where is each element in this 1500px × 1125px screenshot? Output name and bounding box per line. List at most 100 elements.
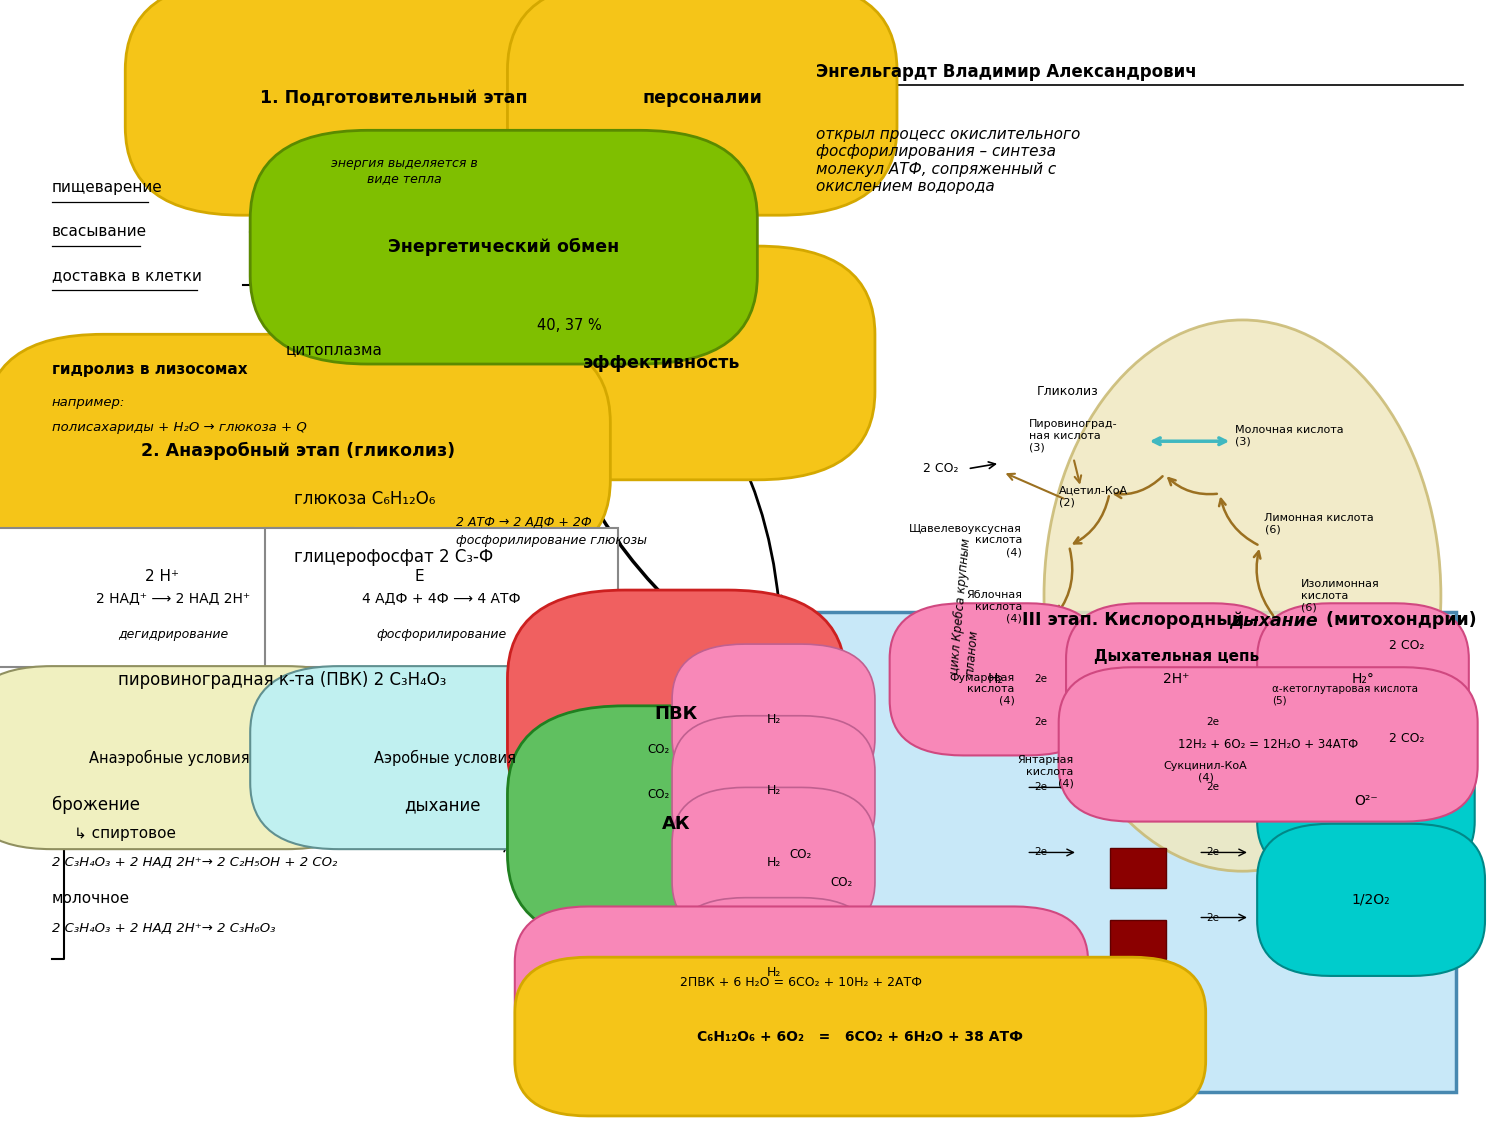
Text: (митохондрии): (митохондрии) xyxy=(1320,611,1478,629)
Text: 2e: 2e xyxy=(1206,912,1219,922)
Text: Изолимонная
кислота
(6): Изолимонная кислота (6) xyxy=(1300,579,1380,612)
FancyBboxPatch shape xyxy=(672,645,874,794)
Text: фосфорилирование глюкозы: фосфорилирование глюкозы xyxy=(456,534,646,547)
Text: дегидрирование: дегидрирование xyxy=(118,628,230,640)
Text: H₂: H₂ xyxy=(766,712,780,726)
Text: Щавелевоуксусная
кислота
(4): Щавелевоуксусная кислота (4) xyxy=(909,524,1022,557)
Ellipse shape xyxy=(1044,319,1442,871)
Text: H₂: H₂ xyxy=(766,856,780,868)
Text: Янтарная
кислота
(4): Янтарная кислота (4) xyxy=(1017,755,1074,789)
FancyBboxPatch shape xyxy=(251,666,640,849)
Text: 2e: 2e xyxy=(1035,782,1047,792)
FancyBboxPatch shape xyxy=(1110,848,1166,888)
Text: АК: АК xyxy=(662,816,690,834)
Text: молочное: молочное xyxy=(51,891,130,907)
FancyBboxPatch shape xyxy=(672,898,874,1047)
Text: дыхание: дыхание xyxy=(405,796,482,814)
Text: 2 CO₂: 2 CO₂ xyxy=(922,462,958,475)
FancyBboxPatch shape xyxy=(1066,603,1287,756)
Text: Аэробные условия: Аэробные условия xyxy=(374,749,516,766)
Text: 2 АТФ → 2 АДФ + 2Ф: 2 АТФ → 2 АДФ + 2Ф xyxy=(456,516,591,529)
Text: Лимонная кислота
(6): Лимонная кислота (6) xyxy=(1264,513,1374,534)
Text: Гликолиз: Гликолиз xyxy=(1036,385,1098,398)
FancyBboxPatch shape xyxy=(514,907,1088,1059)
Text: 1/2O₂: 1/2O₂ xyxy=(1352,893,1390,907)
FancyBboxPatch shape xyxy=(0,334,610,568)
Text: пищеварение: пищеварение xyxy=(51,180,162,195)
Text: Фумаровая
кислота
(4): Фумаровая кислота (4) xyxy=(950,673,1014,705)
Text: 1. Подготовительный этап: 1. Подготовительный этап xyxy=(260,89,528,107)
Text: C₆H₁₂O₆ + 6O₂   =   6CO₂ + 6H₂O + 38 АТФ: C₆H₁₂O₆ + 6O₂ = 6CO₂ + 6H₂O + 38 АТФ xyxy=(698,1029,1023,1044)
Text: CO₂: CO₂ xyxy=(646,744,669,756)
Text: гидролиз в лизосомах: гидролиз в лизосомах xyxy=(51,362,248,377)
Text: эффективность: эффективность xyxy=(584,354,741,372)
Text: дыхание: дыхание xyxy=(1228,611,1318,629)
Text: 2 CO₂: 2 CO₂ xyxy=(1389,639,1425,651)
Text: H₂°: H₂° xyxy=(1352,673,1374,686)
FancyBboxPatch shape xyxy=(580,612,1455,1091)
FancyBboxPatch shape xyxy=(672,788,874,937)
Text: ПВК: ПВК xyxy=(656,705,698,723)
Text: глюкоза С₆Н₁₂О₆: глюкоза С₆Н₁₂О₆ xyxy=(294,489,435,507)
FancyBboxPatch shape xyxy=(0,666,375,849)
Text: фосфорилирование: фосфорилирование xyxy=(376,628,507,640)
Text: Анаэробные условия: Анаэробные условия xyxy=(88,749,249,766)
Text: 2. Анаэробный этап (гликолиз): 2. Анаэробный этап (гликолиз) xyxy=(141,442,454,460)
FancyBboxPatch shape xyxy=(1110,704,1166,745)
Text: 2H⁺: 2H⁺ xyxy=(1162,673,1190,686)
Text: доставка в клетки: доставка в клетки xyxy=(51,269,201,284)
Text: 2e: 2e xyxy=(1206,847,1219,857)
Text: Энергетический обмен: Энергетический обмен xyxy=(388,238,620,256)
FancyBboxPatch shape xyxy=(1059,667,1478,821)
FancyBboxPatch shape xyxy=(1110,920,1166,960)
Text: CO₂: CO₂ xyxy=(646,788,669,801)
Text: цитоплазма: цитоплазма xyxy=(285,342,382,357)
Text: 2e: 2e xyxy=(1035,718,1047,728)
Text: Е: Е xyxy=(414,569,424,584)
FancyBboxPatch shape xyxy=(890,603,1101,756)
FancyBboxPatch shape xyxy=(448,246,874,479)
Text: 2e: 2e xyxy=(1206,718,1219,728)
Text: открыл процесс окислительного
фосфорилирования – синтеза
молекул АТФ, сопряженны: открыл процесс окислительного фосфорилир… xyxy=(816,127,1080,195)
Text: 2 Н⁺: 2 Н⁺ xyxy=(146,569,178,584)
FancyBboxPatch shape xyxy=(1257,724,1474,876)
Text: пировиноградная к-та (ПВК) 2 С₃Н₄О₃: пировиноградная к-та (ПВК) 2 С₃Н₄О₃ xyxy=(118,672,447,690)
Text: всасывание: всасывание xyxy=(51,224,147,240)
Text: 2e: 2e xyxy=(1035,674,1047,684)
FancyBboxPatch shape xyxy=(1257,824,1485,976)
Text: глицерофосфат 2 С₃-Ф: глицерофосфат 2 С₃-Ф xyxy=(294,548,494,566)
Text: персоналии: персоналии xyxy=(642,89,762,107)
Ellipse shape xyxy=(639,827,825,1026)
Text: цикл Кребса крупным
планом: цикл Кребса крупным планом xyxy=(948,538,988,676)
FancyBboxPatch shape xyxy=(672,716,874,866)
Text: III этап. Кислородный –: III этап. Кислородный – xyxy=(1022,611,1264,629)
Text: CO₂: CO₂ xyxy=(789,848,812,861)
Text: Сукцинил-КоА
(4): Сукцинил-КоА (4) xyxy=(1164,762,1248,783)
Text: H₂: H₂ xyxy=(766,966,780,979)
FancyBboxPatch shape xyxy=(251,130,758,364)
Text: например:: например: xyxy=(51,396,124,410)
Text: Цикл
Кребса: Цикл Кребса xyxy=(700,910,764,943)
Text: Молочная кислота
(3): Молочная кислота (3) xyxy=(1234,425,1344,447)
Text: 2 С₃Н₄О₃ + 2 НАД 2Н⁺→ 2 С₂Н₅ОН + 2 СО₂: 2 С₃Н₄О₃ + 2 НАД 2Н⁺→ 2 С₂Н₅ОН + 2 СО₂ xyxy=(51,856,338,868)
Text: CO₂: CO₂ xyxy=(831,875,854,889)
FancyBboxPatch shape xyxy=(514,957,1206,1116)
Text: Дыхательная цепь: Дыхательная цепь xyxy=(1094,649,1258,664)
Text: H₂: H₂ xyxy=(987,673,1004,686)
FancyBboxPatch shape xyxy=(1257,603,1468,756)
Text: Пировиноград-
ная кислота
(3): Пировиноград- ная кислота (3) xyxy=(1029,420,1118,452)
FancyBboxPatch shape xyxy=(1110,776,1166,816)
FancyBboxPatch shape xyxy=(124,0,662,215)
Text: 4 АДФ + 4Ф ⟶ 4 АТФ: 4 АДФ + 4Ф ⟶ 4 АТФ xyxy=(362,591,520,605)
FancyBboxPatch shape xyxy=(0,529,352,667)
Text: 2 НАД⁺ ⟶ 2 НАД 2Н⁺: 2 НАД⁺ ⟶ 2 НАД 2Н⁺ xyxy=(96,591,250,605)
Text: полисахариды + H₂O → глюкоза + Q: полисахариды + H₂O → глюкоза + Q xyxy=(51,422,306,434)
FancyBboxPatch shape xyxy=(507,0,897,215)
FancyBboxPatch shape xyxy=(507,705,846,943)
Text: 2 CO₂: 2 CO₂ xyxy=(1389,732,1425,746)
Text: Яблочная
кислота
(4): Яблочная кислота (4) xyxy=(966,590,1022,623)
Text: 40, 37 %: 40, 37 % xyxy=(537,318,602,333)
Text: α-кетоглутаровая кислота
(5): α-кетоглутаровая кислота (5) xyxy=(1272,684,1418,705)
FancyBboxPatch shape xyxy=(266,529,618,667)
Text: энергия выделяется в
виде тепла: энергия выделяется в виде тепла xyxy=(332,158,478,186)
